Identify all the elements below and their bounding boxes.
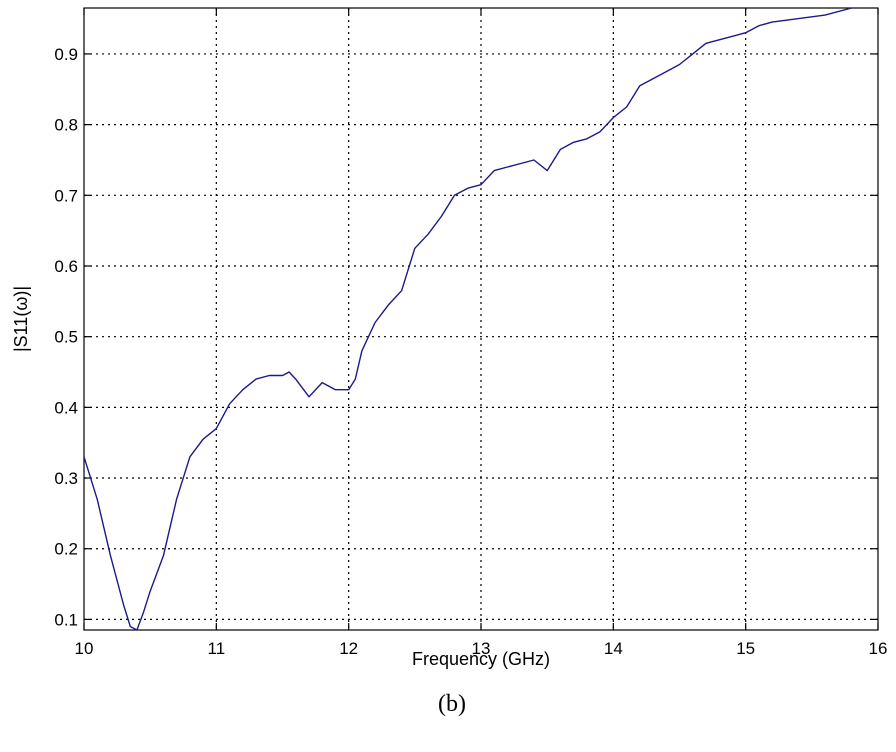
x-tick-label: 11 (208, 639, 226, 658)
series-line (83, 7, 852, 631)
x-tick-label: 15 (736, 639, 755, 658)
y-tick-label: 0.1 (54, 610, 78, 629)
x-tick-label: 16 (869, 639, 888, 658)
y-tick-label: 0.4 (54, 398, 78, 417)
y-tick-labels: 0.1 0.2 0.3 0.4 0.5 0.6 0.7 0.8 0.9 (54, 45, 78, 629)
x-tick-label: 10 (75, 639, 94, 658)
y-tick-label: 0.6 (54, 257, 78, 276)
y-tick-label: 0.3 (54, 469, 78, 488)
x-tick-label: 14 (604, 639, 623, 658)
y-tick-label: 0.2 (54, 540, 78, 559)
x-axis-label: Frequency (GHz) (412, 649, 550, 669)
y-axis-label: |S11(ω)| (11, 286, 31, 352)
x-tick-labels: 10 11 12 13 14 15 16 (75, 639, 888, 658)
figure-caption: (b) (438, 691, 466, 717)
y-tick-label: 0.9 (54, 45, 78, 64)
series-layer (83, 7, 852, 631)
y-tick-label: 0.7 (54, 186, 78, 205)
grid-lines (84, 8, 878, 630)
y-tick-label: 0.8 (54, 116, 78, 135)
x-tick-label: 13 (472, 639, 491, 658)
y-tick-label: 0.5 (54, 328, 78, 347)
x-tick-label: 12 (339, 639, 358, 658)
axis-ticks (83, 8, 879, 630)
